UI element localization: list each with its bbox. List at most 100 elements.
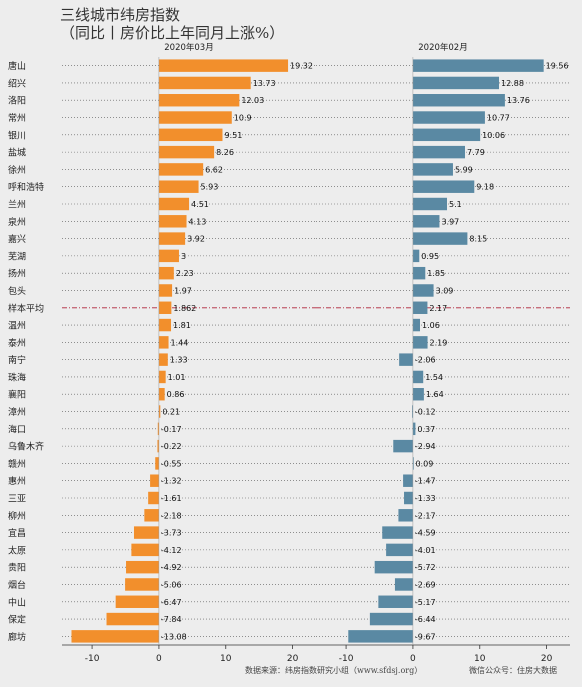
bar (412, 145, 465, 159)
x-tick-label: 20 (287, 654, 299, 664)
data-label: 10.06 (482, 131, 505, 140)
category-label: 盐城 (8, 147, 26, 159)
data-label: -3.73 (161, 529, 182, 538)
data-label: -0.17 (161, 425, 182, 434)
data-label: -2.94 (415, 442, 436, 451)
bar (404, 491, 413, 505)
data-label: 5.93 (201, 183, 219, 192)
category-label: 洛阳 (8, 95, 26, 107)
wechat-note: 微信公众号：住房大数据 (469, 666, 557, 675)
data-label: 8.15 (469, 235, 487, 244)
bar (394, 578, 413, 591)
category-label: 泰州 (8, 337, 26, 349)
bar (412, 232, 468, 245)
bar (148, 491, 159, 505)
bar (158, 163, 204, 176)
category-label: 珠海 (8, 371, 26, 383)
data-label: 5.99 (455, 165, 473, 174)
category-label: 样本平均 (8, 302, 44, 314)
bar (412, 318, 421, 332)
bar (412, 422, 416, 436)
data-label: 10.77 (487, 114, 510, 123)
bar (412, 370, 424, 384)
bar (158, 249, 179, 263)
chart-title: 三线城市纬房指数 （同比丨房价比上年同月上涨%） (60, 6, 284, 42)
bar (412, 301, 428, 314)
data-label: 1.64 (426, 390, 444, 399)
data-label: 9.18 (476, 183, 494, 192)
data-label: -5.06 (161, 580, 182, 589)
data-label: 1.85 (427, 269, 445, 278)
data-label: -2.69 (415, 580, 436, 589)
x-tick-label: 0 (410, 654, 416, 664)
data-label: 0.86 (167, 390, 185, 399)
bar (158, 197, 190, 211)
data-label: 12.03 (241, 96, 264, 105)
category-label: 赣州 (8, 458, 26, 470)
data-label: 1.06 (422, 321, 440, 330)
category-label: 绍兴 (8, 77, 26, 89)
bar (412, 76, 500, 90)
category-label: 银川 (8, 129, 26, 141)
category-label: 兰州 (8, 199, 26, 211)
bar (71, 630, 159, 643)
data-label: -2.06 (415, 356, 436, 365)
category-label: 中山 (8, 596, 26, 608)
bar (150, 474, 159, 487)
data-label: 3.09 (436, 286, 454, 295)
x-tick-label: -10 (85, 654, 100, 664)
data-label: 4.13 (189, 217, 207, 226)
data-label: 7.79 (467, 148, 485, 157)
bar (378, 595, 413, 608)
data-label: -4.92 (161, 563, 182, 572)
bar (144, 509, 159, 522)
bar (412, 249, 420, 263)
title-line-1: 三线城市纬房指数 (60, 6, 181, 24)
data-label: -1.47 (415, 477, 436, 486)
data-label: 5.1 (449, 200, 462, 209)
category-label: 贵阳 (8, 562, 26, 574)
bar (412, 457, 414, 470)
data-label: -1.33 (415, 494, 436, 503)
data-label: 1.81 (173, 321, 191, 330)
bar (158, 111, 232, 124)
data-label: -0.12 (415, 408, 436, 417)
data-label: 1.97 (174, 286, 192, 295)
category-label: 惠州 (8, 475, 26, 487)
bar (398, 509, 413, 522)
data-label: 1.44 (171, 338, 189, 347)
data-label: 9.51 (224, 131, 242, 140)
data-label: 2.17 (429, 304, 447, 313)
x-tick-label: 10 (220, 654, 232, 664)
data-source-note: 数据来源：纬房指数研究小组（www.sfdsj.org） (245, 666, 423, 675)
data-label: 2.19 (430, 338, 448, 347)
bar (393, 439, 413, 453)
bar (412, 163, 453, 176)
data-label: -2.18 (161, 511, 182, 520)
bar (133, 526, 159, 539)
bar (158, 388, 165, 401)
bar (412, 215, 440, 228)
data-label: 3.97 (441, 217, 459, 226)
bar (158, 284, 173, 297)
panel-title: 2020年02月 (418, 42, 467, 53)
category-label: 保定 (8, 614, 26, 626)
bar (399, 353, 413, 366)
title-line-2: （同比丨房价比上年同月上涨%） (60, 24, 285, 42)
category-label: 太原 (8, 544, 26, 556)
data-label: 8.26 (216, 148, 234, 157)
x-tick-label: 10 (474, 654, 486, 664)
bar (158, 232, 186, 245)
category-label: 温州 (8, 321, 26, 332)
category-label: 芜湖 (8, 250, 26, 262)
category-label: 襄阳 (8, 389, 26, 401)
bar (412, 405, 413, 418)
bar (158, 215, 187, 228)
data-label: 13.73 (253, 79, 276, 88)
category-label: 唐山 (8, 60, 26, 72)
bar (157, 422, 159, 436)
data-label: 19.32 (290, 62, 313, 71)
bar (158, 370, 166, 384)
data-label: -13.08 (161, 632, 187, 641)
x-tick-label: 20 (541, 654, 553, 664)
